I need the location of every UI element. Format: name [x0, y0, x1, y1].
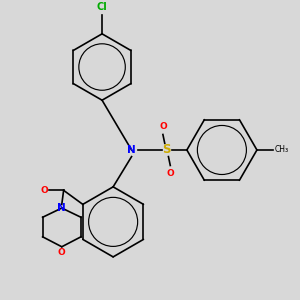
Text: N: N: [127, 145, 136, 155]
Text: O: O: [167, 169, 174, 178]
Text: Cl: Cl: [97, 2, 107, 13]
Text: O: O: [41, 186, 49, 195]
Text: O: O: [58, 248, 66, 257]
Text: CH₃: CH₃: [275, 146, 289, 154]
Text: S: S: [162, 143, 171, 157]
Text: O: O: [159, 122, 167, 131]
Text: N: N: [57, 203, 66, 213]
